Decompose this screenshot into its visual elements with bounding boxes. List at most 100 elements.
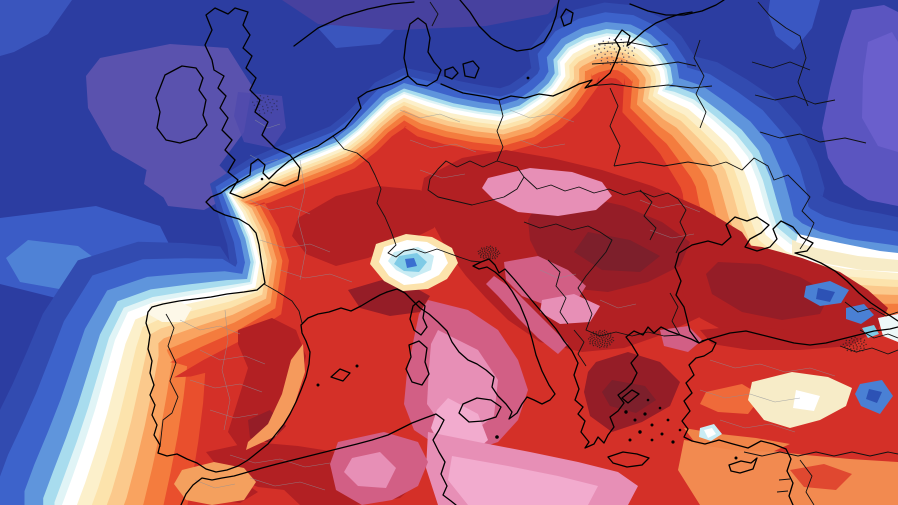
admin-line (189, 379, 263, 393)
admin-line (209, 409, 259, 419)
border-norway-sweden (429, 1, 439, 27)
border-caucasus-border-2 (859, 329, 898, 339)
ne-light-wedge (768, 0, 820, 50)
islet-dot (316, 383, 320, 387)
border-germany-poland-czech (427, 99, 525, 206)
coast-crete (607, 451, 650, 468)
islet-dot (734, 456, 738, 460)
blacksea-maroon (706, 262, 830, 320)
border-pyrenees (263, 283, 303, 324)
admin-line (249, 199, 311, 215)
admin-line (419, 169, 466, 179)
border-belarus-ukraine (613, 161, 727, 167)
coastlines (145, 0, 898, 505)
islet-dot (658, 406, 662, 410)
border-turkey-syria-iraq (743, 451, 898, 457)
adriatic-rose (486, 276, 568, 354)
warm-anomaly-details (148, 150, 898, 505)
coast-funen (444, 66, 459, 80)
islet-dot (638, 430, 642, 434)
islet-dot (643, 412, 647, 416)
border-syria-iraq (799, 459, 815, 505)
coast-gotland (560, 8, 574, 27)
hungary-deepmaroon (574, 232, 660, 272)
coast-mallorca (330, 368, 351, 382)
uk-stipple (252, 95, 278, 115)
coast-zealand (462, 60, 480, 79)
admin-line (399, 109, 461, 123)
armenia-deepblue (866, 389, 882, 403)
admin-line (194, 479, 236, 489)
coast-channel-biscay-iberia-med (145, 135, 388, 473)
border-turkey-bulgaria (669, 292, 681, 336)
border-caucasus-border-1 (844, 301, 898, 317)
coast-italy (386, 258, 556, 420)
admin-line (199, 349, 266, 365)
hungary-pink (482, 168, 612, 216)
france-germany-darkred (292, 186, 442, 266)
islet-dot (495, 435, 499, 439)
macedonia-stipple (587, 329, 615, 349)
border-belarus-russia (693, 39, 707, 129)
coast-baltic-south-coast (440, 11, 693, 101)
coast-jutland (403, 17, 442, 87)
islet-dot (260, 177, 264, 181)
islet-dot (628, 438, 632, 442)
country-borders (159, 1, 898, 505)
east-turkey-orange (700, 384, 762, 414)
admin-line (221, 309, 231, 431)
coast-corsica (409, 300, 428, 336)
border-lebanon-2 (776, 490, 789, 493)
admin-line (279, 269, 353, 283)
border-romania-moldova (639, 189, 657, 241)
admin-line (709, 359, 836, 377)
admin-line (599, 299, 637, 309)
admin-line (719, 419, 796, 433)
spain-coast-orange (246, 344, 305, 450)
coast-benelux-german-bight (332, 75, 409, 137)
admin-line (649, 229, 695, 239)
admin-line (249, 154, 279, 164)
coast-north-africa (180, 413, 457, 505)
alps-blue-dot (405, 258, 417, 268)
slovenia-stipple (477, 245, 501, 261)
admin-line (259, 239, 331, 253)
ne-blacksea-white (796, 234, 898, 260)
morocco-orange (174, 462, 256, 505)
border-latvia-lithuania (591, 61, 697, 67)
coast-finland-south-coast (629, 0, 725, 16)
border-lithuania-poland (587, 83, 713, 89)
antalya-white (704, 428, 716, 438)
admin-line (297, 159, 307, 281)
ne-purple-core (862, 32, 898, 152)
border-poland-belarus (609, 87, 621, 167)
coast-turkey-north-coast (701, 326, 898, 346)
admin-line (254, 119, 281, 129)
admin-line (509, 109, 575, 123)
islet-dot (633, 418, 637, 422)
border-greece-albania (573, 329, 587, 367)
border-balkan-borders (523, 221, 681, 337)
admin-line (409, 139, 477, 153)
admin-line (639, 199, 701, 213)
border-turkey-armenia (839, 345, 898, 355)
aegean-deepmaroon (602, 380, 656, 413)
coast-sweden-coast (459, 0, 560, 52)
coast-cyprus (728, 457, 758, 474)
mideast-red-patch (790, 464, 852, 490)
atlantic-corner-light (0, 0, 72, 56)
border-russia-line-3 (759, 131, 867, 144)
border-france-germany-alps (332, 135, 490, 263)
east-turkey-white (793, 390, 820, 411)
islet-dot (650, 438, 654, 442)
croatia-rose (504, 256, 586, 306)
north-balkan-pink (540, 294, 600, 324)
islet-dot (660, 432, 664, 436)
border-lebanon-1 (778, 478, 791, 481)
islet-dot (666, 418, 670, 422)
channel-purple (144, 158, 230, 202)
small-islands (260, 76, 738, 460)
coast-sicily (458, 397, 502, 423)
